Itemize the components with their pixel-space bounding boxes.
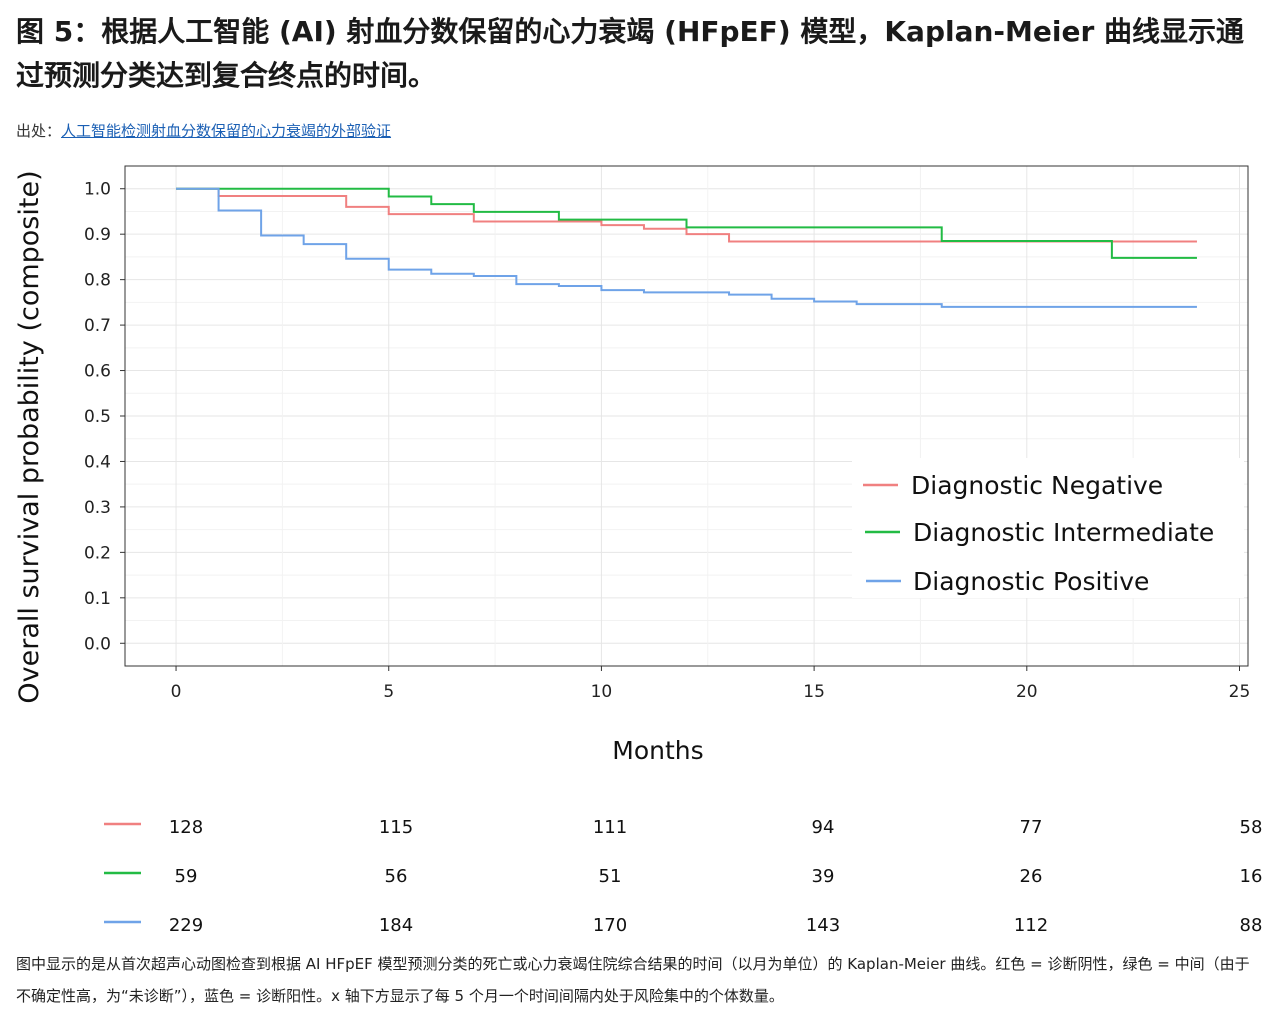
- x-axis-label: Months: [612, 736, 703, 765]
- legend-box: [852, 458, 1244, 598]
- risk-count: 143: [806, 915, 840, 936]
- survival-curve-2: [176, 187, 1197, 259]
- x-tick-label: 20: [1016, 682, 1038, 702]
- risk-count: 16: [1240, 866, 1263, 887]
- risk-count: 229: [169, 915, 203, 936]
- y-tick-label: 0.8: [84, 271, 111, 291]
- y-tick-label: 0.1: [84, 589, 111, 609]
- figure-caption: 图中显示的是从首次超声心动图检查到根据 AI HFpEF 模型预测分类的死亡或心…: [16, 955, 1250, 1005]
- x-tick-label: 25: [1229, 682, 1251, 702]
- source-line: 出处：人工智能检测射血分数保留的心力衰竭的外部验证: [16, 120, 391, 141]
- km-chart: 0.0 0.1 0.2 0.3 0.4 0.5 0.6 0.7 0.8 0.9 1.0 0 5 10 15…: [14, 165, 1262, 936]
- risk-count: 39: [812, 866, 835, 887]
- y-tick-label: 0.9: [84, 225, 111, 245]
- risk-count: 115: [379, 817, 413, 838]
- y-tick-label: 1.0: [84, 180, 111, 200]
- y-tick-label: 0.4: [84, 452, 111, 472]
- risk-count: 128: [169, 817, 203, 838]
- source-link[interactable]: 人工智能检测射血分数保留的心力衰竭的外部验证: [61, 122, 392, 140]
- legend-label-1: Diagnostic Negative: [911, 471, 1163, 500]
- risk-count: 26: [1020, 866, 1043, 887]
- source-prefix: 出处：: [16, 122, 62, 140]
- y-axis-label: Overall survival probability (composite): [14, 170, 45, 703]
- risk-count: 56: [385, 866, 408, 887]
- y-ticks: 0.0 0.1 0.2 0.3 0.4 0.5 0.6 0.7 0.8 0.9 1.0: [84, 180, 125, 654]
- x-tick-label: 15: [803, 682, 825, 702]
- risk-count: 170: [593, 915, 627, 936]
- risk-count: 77: [1020, 817, 1043, 838]
- risk-table: 128 115 111 94 77 58 59 56 51 39 26 16 229 184 170 143 1…: [104, 817, 1262, 936]
- survival-curve-3: [176, 187, 1197, 308]
- risk-count: 112: [1014, 915, 1048, 936]
- chart-grid: [125, 166, 1248, 666]
- survival-curves: [176, 187, 1197, 308]
- legend-label-2: Diagnostic Intermediate: [913, 518, 1214, 547]
- figure-title: 图 5：根据人工智能 (AI) 射血分数保留的心力衰竭 (HFpEF) 模型，K…: [16, 15, 1245, 92]
- y-tick-label: 0.3: [84, 498, 111, 518]
- legend: Diagnostic Negative Diagnostic Intermedia…: [852, 458, 1244, 598]
- risk-count: 184: [379, 915, 413, 936]
- legend-label-3: Diagnostic Positive: [913, 567, 1149, 596]
- risk-count: 88: [1240, 915, 1263, 936]
- risk-count: 58: [1240, 817, 1263, 838]
- y-tick-label: 0.0: [84, 634, 111, 654]
- y-tick-label: 0.6: [84, 362, 111, 382]
- risk-count: 111: [593, 817, 627, 838]
- risk-count: 51: [599, 866, 622, 887]
- y-tick-label: 0.2: [84, 543, 111, 563]
- x-tick-label: 5: [383, 682, 394, 702]
- x-tick-label: 0: [171, 682, 182, 702]
- risk-count: 59: [175, 866, 198, 887]
- y-tick-label: 0.5: [84, 407, 111, 427]
- x-tick-label: 10: [591, 682, 613, 702]
- risk-count: 94: [812, 817, 835, 838]
- x-ticks: 0 5 10 15 20 25: [171, 666, 1251, 702]
- y-tick-label: 0.7: [84, 316, 111, 336]
- survival-curve-1: [176, 187, 1197, 243]
